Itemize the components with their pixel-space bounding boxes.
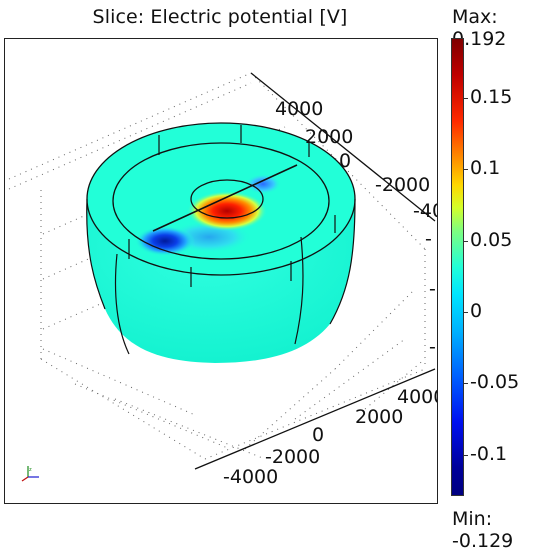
colorbar-tick: [464, 240, 468, 242]
colorbar-tick-label: 0: [470, 299, 483, 322]
back-axis-tick-label: 2000: [305, 126, 353, 148]
cut-axis-label: -: [429, 278, 436, 300]
plot-title: Slice: Electric potential [V]: [92, 6, 348, 28]
colorbar-min-label: Min: -0.129: [452, 508, 514, 552]
colorbar-tick-label: 0.1: [470, 157, 501, 180]
slice-3d-plot[interactable]: 4000 2000 0 -2000 -400 4000 2000 0 -2000…: [5, 39, 438, 504]
axis-triad-icon: z: [20, 463, 42, 487]
colorbar-tick-label: -0.05: [470, 371, 520, 394]
hemisphere-slice: [86, 122, 356, 363]
plot-area[interactable]: 4000 2000 0 -2000 -400 4000 2000 0 -2000…: [4, 38, 438, 504]
back-axis-tick-label: 4000: [275, 98, 323, 120]
colorbar-tick: [464, 383, 468, 385]
colorbar-tick: [464, 311, 468, 313]
back-axis-tick-label: -2000: [375, 174, 430, 196]
colorbar-tick-label: 0.15: [470, 85, 513, 108]
axis-lines: [194, 72, 436, 470]
front-axis-tick-label: 4000: [397, 386, 438, 408]
back-axis-tick-label: 0: [339, 150, 351, 172]
colorbar: [451, 38, 464, 496]
colorbar-tick: [464, 97, 468, 99]
svg-text:z: z: [29, 467, 32, 473]
colorbar-tick-label: 0.05: [470, 228, 513, 251]
front-axis-tick-label: -4000: [223, 466, 278, 488]
colorbar-tick: [464, 169, 468, 171]
front-axis-tick-label: -2000: [265, 446, 320, 468]
front-axis-tick-label: 2000: [355, 406, 403, 428]
colorbar-max-label: Max: 0.192: [452, 6, 507, 50]
back-axis-tick-label: -400: [413, 200, 438, 222]
front-axis-tick-label: 0: [312, 424, 324, 446]
cut-axis-label: -: [425, 228, 432, 250]
colorbar-tick: [464, 454, 468, 456]
colorbar-tick-label: -0.1: [470, 442, 508, 465]
cut-axis-label: -: [429, 336, 436, 358]
